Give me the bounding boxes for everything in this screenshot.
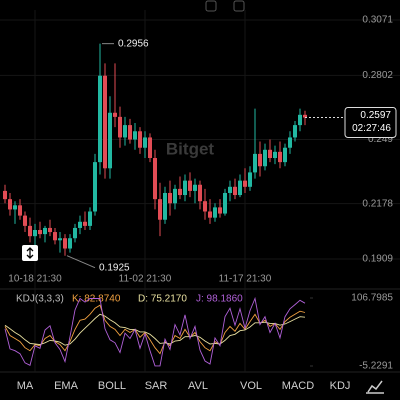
candle-body [13, 205, 17, 210]
candle-body [23, 215, 27, 226]
candle-body [173, 188, 177, 204]
candle-body [303, 114, 307, 118]
x-tick-label: 11-17 21:30 [219, 274, 272, 285]
toolbar-icon[interactable] [233, 0, 245, 12]
candle-body [218, 207, 222, 214]
toolbar-icon[interactable] [205, 0, 217, 12]
candle-body [28, 225, 32, 237]
legend-entry: J: 98.1860 [196, 294, 243, 305]
candle-body [58, 238, 62, 241]
candle-body [158, 199, 162, 220]
indicator-tab[interactable]: VOL [240, 380, 262, 392]
candle-body [98, 75, 102, 163]
indicator-line [4, 296, 306, 367]
candle-body [238, 180, 242, 196]
candle-body [208, 211, 212, 218]
candle-body [223, 192, 227, 214]
candle-body [48, 227, 52, 233]
indicator-line [4, 304, 306, 355]
y-tick-label: 0.1909 [362, 254, 393, 265]
candle-body [78, 221, 82, 228]
x-tick-label: 11-02 21:30 [119, 274, 172, 285]
candle-body [153, 158, 157, 200]
x-tick-label: 10-18 21:30 [8, 274, 62, 285]
candle-body [113, 112, 117, 117]
candle-body [53, 232, 57, 241]
indicator-tab[interactable]: SAR [145, 380, 168, 392]
candle-body [258, 153, 262, 167]
candle-body [73, 227, 77, 239]
candle-body [123, 125, 127, 138]
y-tick-label: -5.2291 [359, 361, 393, 372]
indicator-tab[interactable]: MACD [282, 380, 314, 392]
candle-body [248, 172, 252, 187]
candle-body [288, 137, 292, 148]
indicator-line [4, 313, 306, 346]
watermark: Bitget [166, 139, 215, 158]
candle-body [198, 184, 202, 202]
candle-body [43, 227, 47, 235]
candle-body [143, 137, 147, 148]
candle-body [18, 205, 22, 216]
candle-body [68, 238, 72, 249]
candle-body [133, 131, 137, 140]
y-tick-label: 0.2802 [362, 70, 393, 81]
y-tick-label: 0.249 [368, 134, 393, 145]
candle-body [293, 125, 297, 138]
candle-body [103, 75, 107, 169]
candle-body [63, 238, 67, 249]
y-tick-label: 0.3071 [362, 15, 393, 26]
candle-body [278, 151, 282, 163]
candle-body [83, 221, 87, 226]
candle-body [283, 147, 287, 163]
candle-body [108, 112, 112, 169]
min-pointer [66, 255, 96, 269]
candle-body [148, 137, 152, 159]
candle-body [118, 116, 122, 138]
indicator-tab[interactable]: EMA [54, 380, 79, 392]
candle-body [193, 184, 197, 191]
countdown: 02:27:46 [352, 123, 391, 134]
candle-body [38, 229, 42, 235]
candle-body [203, 201, 207, 212]
candle-body [3, 190, 7, 200]
candle-body [93, 162, 97, 212]
candle-body [273, 151, 277, 159]
y-tick-label: 0.2178 [362, 198, 393, 209]
last-price-tag[interactable] [344, 106, 397, 138]
indicator-tab[interactable]: KDJ [330, 380, 351, 392]
candle-body [263, 149, 267, 167]
indicator-tab[interactable]: MA [17, 380, 34, 392]
candle-body [243, 180, 247, 187]
candle-body [168, 192, 172, 204]
candle-body [188, 180, 192, 191]
max-price-label: 0.2956 [118, 38, 149, 49]
legend-entry: D: 75.2170 [138, 294, 187, 305]
indicator-title: KDJ(3,3,3) [16, 294, 64, 305]
candle-body [233, 186, 237, 196]
indicator-tab[interactable]: AVL [188, 380, 208, 392]
last-price: 0.2597 [360, 110, 391, 121]
chart-settings-icon[interactable] [366, 380, 384, 394]
candle-body [268, 149, 272, 159]
candle-body [213, 207, 217, 218]
candle-body [163, 192, 167, 220]
candle-body [33, 229, 37, 237]
y-tick-label: 106.7985 [351, 293, 393, 304]
candle-body [178, 188, 182, 196]
scroll-handle-icon [26, 247, 34, 259]
candle-body [8, 199, 12, 210]
candle-body [253, 153, 257, 173]
legend-entry: K: 82.8740 [72, 294, 121, 305]
min-price-label: 0.1925 [99, 262, 130, 273]
candle-body [88, 211, 92, 226]
candle-body [128, 125, 132, 140]
indicator-tab[interactable]: BOLL [98, 380, 126, 392]
candle-body [228, 186, 232, 193]
candle-body [183, 180, 187, 196]
candle-body [138, 131, 142, 148]
candle-body [298, 114, 302, 126]
